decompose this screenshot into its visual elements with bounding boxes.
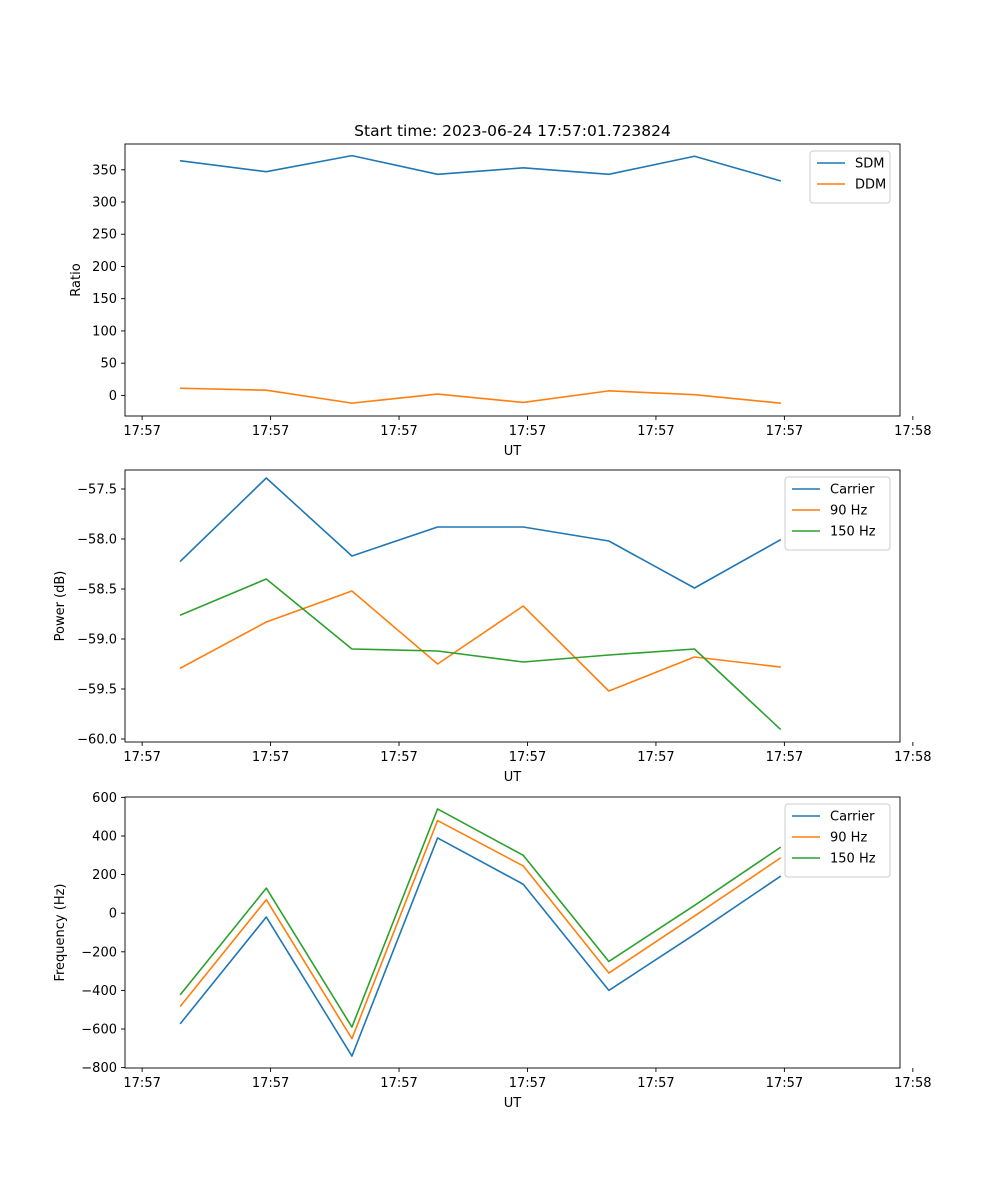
y-tick-label: −60.0 [77,733,117,748]
legend-label: SDM [855,157,884,172]
chart-title: Start time: 2023-06-24 17:57:01.723824 [354,122,671,140]
legend-box [809,150,891,204]
y-tick-label: −600 [81,1023,117,1038]
legend: Carrier 90 Hz 150 Hz [784,476,891,551]
plot-frame [124,143,901,417]
x-tick-label: 17:57 [509,750,546,765]
y-tick-label: 100 [92,324,117,339]
x-tick-label: 17:57 [380,424,417,439]
chart-panel-3: 17:57 17:57 17:57 17:57 17:57 17:57 17:58 −800 −… [53,791,932,1111]
y-tick-label: 250 [92,228,117,243]
y-tick-label: 350 [92,163,117,178]
x-axis-label: UT [504,444,522,459]
series-line-sdm [179,154,782,182]
y-tick-label: 300 [92,196,117,211]
y-axis-label: Frequency (Hz) [53,883,68,981]
legend-label: 90 Hz [830,504,867,519]
x-tick-label: 17:57 [123,424,160,439]
y-tick-label: −800 [81,1061,117,1076]
x-tick-label: 17:57 [766,1076,803,1091]
series-line-90-hz [179,819,782,1040]
chart-panel-1: Start time: 2023-06-24 17:57:01.723824 17… [69,122,932,459]
x-tick-label: 17:57 [637,750,674,765]
y-tick-label: 150 [92,292,117,307]
y-tick-label: −59.5 [77,683,117,698]
x-tick-label: 17:57 [766,750,803,765]
x-tick-label: 17:58 [894,424,931,439]
y-tick-label: 400 [92,829,117,844]
x-tick-label: 17:57 [252,1076,289,1091]
x-tick-label: 17:57 [637,424,674,439]
x-tick-label: 17:57 [509,1076,546,1091]
y-tick-label: −200 [81,945,117,960]
y-tick-label: −57.5 [77,483,117,498]
series-line-90-hz [179,590,781,692]
chart-panel-2: 17:57 17:57 17:57 17:57 17:57 17:57 17:58 −60.0… [53,469,932,785]
legend-label: 150 Hz [830,852,876,867]
x-tick-label: 17:57 [123,1076,160,1091]
x-tick-label: 17:57 [766,424,803,439]
legend: SDM DDM [809,150,891,204]
x-tick-label: 17:57 [637,1076,674,1091]
series-line-150-hz [179,578,782,731]
legend-label: Carrier [830,810,875,825]
x-tick-label: 17:57 [123,750,160,765]
x-tick-label: 17:57 [380,750,417,765]
legend: Carrier 90 Hz 150 Hz [784,803,891,878]
y-axis-label: Ratio [69,263,84,296]
legend-label: Carrier [830,483,875,498]
y-tick-label: 200 [92,260,117,275]
series-line-carrier [179,837,782,1057]
y-tick-label: −400 [81,984,117,999]
series-line-150-hz [179,808,782,1028]
legend-label: DDM [855,178,886,193]
x-tick-label: 17:57 [380,1076,417,1091]
y-tick-label: −58.0 [77,533,117,548]
y-tick-label: 0 [109,389,117,404]
x-tick-label: 17:57 [509,424,546,439]
x-axis-label: UT [504,770,522,785]
y-tick-label: 600 [92,791,117,806]
y-tick-label: 200 [92,868,117,883]
series-line-carrier [179,477,782,589]
y-tick-label: −59.0 [77,633,117,648]
x-tick-label: 17:58 [894,750,931,765]
series-line-ddm [179,387,781,404]
y-axis-label: Power (dB) [53,571,68,642]
y-tick-label: 50 [100,357,117,372]
x-tick-label: 17:57 [252,424,289,439]
y-tick-label: −58.5 [77,583,117,598]
y-tick-label: 0 [109,907,117,922]
legend-label: 150 Hz [830,525,876,540]
x-tick-label: 17:57 [252,750,289,765]
x-tick-label: 17:58 [894,1076,931,1091]
plot-frame [124,469,901,743]
legend-label: 90 Hz [830,831,867,846]
x-axis-label: UT [504,1096,522,1111]
plot-frame [124,796,901,1069]
